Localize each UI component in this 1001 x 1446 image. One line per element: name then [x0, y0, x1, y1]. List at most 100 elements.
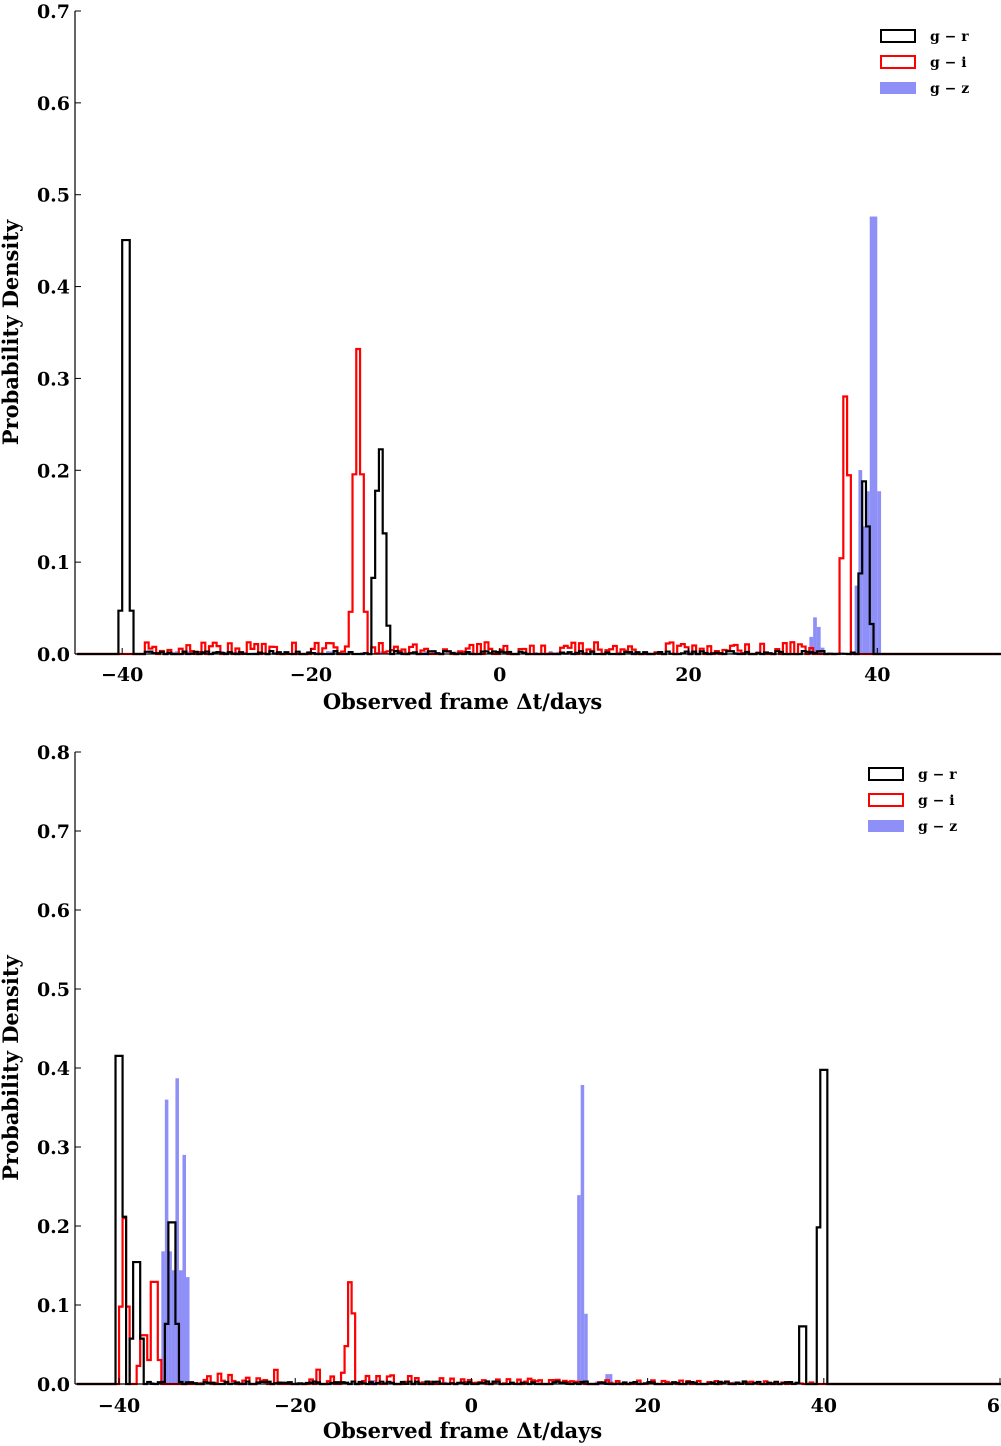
y-tick-label: 0.1	[37, 552, 70, 574]
x-tick-label: 0	[493, 664, 506, 686]
histogram-bar	[386, 1382, 391, 1384]
histogram-bar	[865, 491, 870, 654]
histogram-bar	[631, 651, 636, 654]
histogram-bar	[378, 651, 383, 654]
legend-label: g − i	[918, 793, 955, 809]
histogram-bar	[175, 1078, 179, 1384]
series-gr	[76, 1054, 1001, 1386]
y-tick-label: 0.4	[37, 1058, 70, 1080]
legend-label: g − z	[918, 819, 957, 835]
y-axis-label: Probability Density	[0, 219, 23, 445]
histogram-bar	[190, 651, 194, 654]
histogram-bar	[580, 1084, 585, 1384]
x-tick-label: 0	[465, 1395, 478, 1417]
histogram-bar	[862, 526, 866, 654]
histogram-bar	[333, 652, 338, 654]
histogram-bar	[147, 1382, 151, 1384]
histogram-bar	[854, 585, 859, 654]
histogram-bar	[816, 626, 821, 654]
histogram-bar	[242, 1381, 246, 1384]
histogram-bar	[485, 1381, 490, 1384]
legend-label: g − z	[930, 81, 969, 97]
y-tick-label: 0.5	[37, 979, 70, 1001]
histogram-bar	[186, 651, 191, 654]
histogram-bar	[594, 1381, 599, 1384]
x-tick-label: 20	[675, 664, 701, 686]
histogram-bar	[577, 1195, 581, 1384]
x-axis-label: Observed frame Δt/days	[323, 1418, 602, 1443]
y-tick-label: 0.2	[37, 1216, 70, 1238]
histogram-bar	[161, 1251, 165, 1384]
y-tick-label: 0.3	[37, 1137, 70, 1159]
histogram-step-line	[76, 1217, 1001, 1386]
legend-swatch	[868, 793, 904, 807]
histogram-bar	[326, 651, 330, 654]
histogram-bar	[164, 1099, 169, 1384]
histogram-bar	[869, 216, 874, 654]
series-gz	[148, 216, 882, 654]
y-tick-label: 0.8	[37, 742, 70, 764]
histogram-bar	[186, 1277, 190, 1384]
histogram-bar	[858, 470, 863, 654]
y-tick-label: 0.7	[37, 1, 70, 23]
x-tick-label: −20	[274, 1395, 316, 1417]
histogram-bar	[454, 651, 459, 654]
chart-panel-bottom: 0.0 0.1 0.2 0.3 0.4 0.5 0.6 0.7 0.8 −40 −20 0 20 40 60…	[0, 742, 1001, 1443]
y-tick-label: 0.3	[37, 368, 70, 390]
histogram-bar	[616, 651, 621, 654]
histogram-bar	[148, 652, 153, 654]
histogram-bar	[175, 651, 179, 654]
histogram-bar	[813, 617, 817, 654]
histogram-bar	[608, 1374, 613, 1384]
histogram-bar	[873, 216, 878, 654]
legend-label: g − i	[930, 55, 967, 71]
histogram-bar	[684, 651, 689, 654]
histogram-bar	[235, 651, 240, 654]
histogram-bar	[732, 1381, 736, 1384]
histogram-bar	[688, 651, 693, 654]
y-tick-label: 0.6	[37, 93, 70, 115]
y-axis-label: Probability Density	[0, 954, 23, 1180]
x-tick-label: −40	[98, 1395, 140, 1417]
series-gi	[76, 1217, 1001, 1386]
histogram-bar	[168, 1251, 172, 1384]
histogram-bar	[877, 491, 882, 654]
histogram-step-line	[76, 1054, 1001, 1386]
histogram-bar	[605, 1374, 609, 1384]
histogram-bar	[401, 651, 406, 654]
legend-swatch	[868, 767, 904, 781]
legend: g − r g − i g − z	[868, 767, 957, 835]
series-gz	[147, 1078, 736, 1384]
legend-swatch	[880, 55, 916, 69]
histogram-bar	[171, 1270, 176, 1384]
histogram-bar	[809, 636, 814, 654]
x-tick-label: −20	[290, 664, 332, 686]
legend-swatch	[880, 82, 916, 94]
histogram-bar	[584, 1313, 588, 1384]
chart-panel-top: 0.0 0.1 0.2 0.3 0.4 0.5 0.6 0.7 −40 −20 0 20 40 Obser…	[0, 1, 1001, 714]
y-tick-label: 0.7	[37, 821, 70, 843]
x-axis-label: Observed frame Δt/days	[323, 689, 602, 714]
y-tick-label: 0.5	[37, 185, 70, 207]
legend-label: g − r	[930, 29, 969, 45]
x-tick-label: 20	[634, 1395, 660, 1417]
histogram-bar	[415, 1382, 419, 1384]
histogram-bar	[372, 1380, 377, 1384]
histogram-bar	[182, 1154, 186, 1384]
legend-swatch	[880, 29, 916, 43]
histogram-bar	[394, 652, 398, 654]
x-tick-label: 40	[811, 1395, 837, 1417]
histogram-bar	[329, 651, 334, 654]
y-tick-label: 0.6	[37, 900, 70, 922]
y-tick-label: 0.4	[37, 277, 70, 299]
histogram-bar	[178, 1270, 183, 1384]
histogram-bar	[579, 652, 583, 654]
y-tick-label: 0.0	[37, 1374, 70, 1396]
x-tick-label: −40	[101, 664, 143, 686]
x-tick-label: 60	[987, 1395, 1001, 1417]
x-tick-label: 40	[864, 664, 890, 686]
histogram-bar	[692, 651, 697, 654]
legend-swatch	[868, 820, 904, 832]
legend: g − r g − i g − z	[880, 29, 969, 97]
